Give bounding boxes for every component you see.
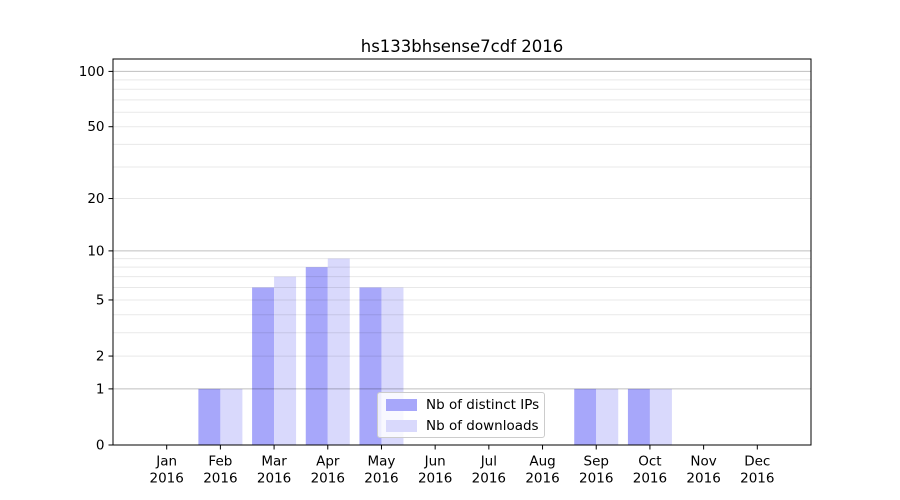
x-tick-label-year: 2016	[203, 471, 237, 487]
legend: Nb of distinct IPs Nb of downloads	[377, 392, 545, 438]
y-tick-label: 20	[87, 191, 104, 207]
y-tick-label: 1	[96, 381, 105, 397]
x-tick-label-month: Jan	[155, 454, 177, 470]
bar-distinct-ips-oct	[627, 388, 650, 445]
x-tick-label-month: Nov	[690, 454, 716, 470]
bar-downloads-mar	[274, 276, 297, 445]
y-tick-label: 0	[96, 438, 105, 454]
x-tick-label-year: 2016	[740, 471, 774, 487]
x-tick-label-year: 2016	[257, 471, 291, 487]
legend-label-distinct-ips: Nb of distinct IPs	[426, 396, 540, 413]
x-tick-label-year: 2016	[311, 471, 345, 487]
y-tick-label: 100	[79, 64, 105, 80]
bar-distinct-ips-apr	[305, 267, 328, 445]
x-tick-label-month: Oct	[638, 454, 661, 470]
bar-distinct-ips-sep	[574, 388, 597, 445]
x-tick-label-month: Aug	[529, 454, 555, 470]
x-tick-label-month: Apr	[316, 454, 340, 470]
y-tick-label: 2	[96, 349, 105, 365]
y-tick-label: 50	[87, 119, 104, 135]
x-tick-label-month: Dec	[744, 454, 770, 470]
x-tick-label-year: 2016	[364, 471, 398, 487]
bar-downloads-oct	[649, 388, 672, 445]
x-tick-label-year: 2016	[633, 471, 667, 487]
bar-downloads-feb	[220, 388, 243, 445]
bar-downloads-apr	[327, 258, 350, 445]
x-tick-label-year: 2016	[525, 471, 559, 487]
bar-distinct-ips-mar	[252, 287, 275, 445]
legend-item-downloads: Nb of downloads	[386, 417, 539, 434]
x-tick-label-month: Sep	[584, 454, 609, 470]
legend-item-distinct-ips: Nb of distinct IPs	[386, 396, 540, 413]
bar-distinct-ips-may	[359, 287, 382, 445]
x-tick-label-year: 2016	[150, 471, 184, 487]
x-tick-label-month: Jun	[424, 454, 446, 470]
legend-swatch-distinct-ips	[386, 398, 417, 411]
x-tick-label-month: Jul	[480, 454, 497, 470]
chart-title: hs133bhsense7cdf 2016	[360, 37, 564, 56]
x-tick-label-year: 2016	[686, 471, 720, 487]
x-tick-label-year: 2016	[418, 471, 452, 487]
y-tick-label: 10	[87, 243, 104, 259]
plot-frame	[112, 58, 812, 446]
x-tick-label-year: 2016	[472, 471, 506, 487]
bar-downloads-sep	[596, 388, 619, 445]
legend-label-downloads: Nb of downloads	[426, 417, 539, 434]
x-tick-label-month: Feb	[208, 454, 232, 470]
x-tick-label-month: May	[368, 454, 396, 470]
bar-distinct-ips-feb	[198, 388, 221, 445]
legend-swatch-downloads	[386, 419, 417, 432]
y-tick-label: 5	[96, 292, 105, 308]
x-tick-label-year: 2016	[579, 471, 613, 487]
x-tick-label-month: Mar	[261, 454, 287, 470]
